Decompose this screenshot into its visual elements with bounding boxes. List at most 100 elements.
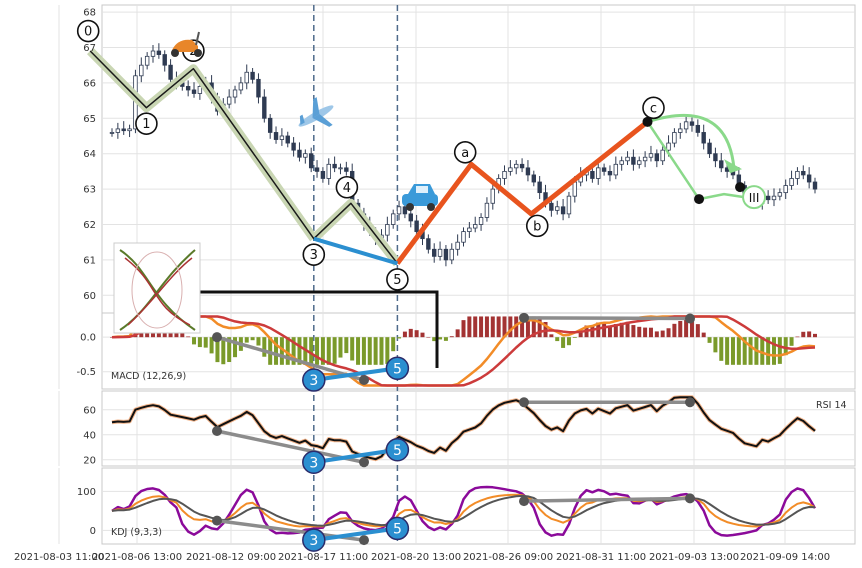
candle-body bbox=[414, 220, 419, 232]
macd-label: MACD (12,26,9) bbox=[111, 371, 186, 382]
price-y-tick-label: 68 bbox=[83, 8, 96, 19]
forecast-arrow-head bbox=[724, 159, 743, 174]
macd-histogram-bar bbox=[414, 330, 419, 338]
macd-histogram-bar bbox=[192, 337, 197, 345]
price-y-tick-label: 64 bbox=[83, 149, 96, 160]
macd-histogram-bar bbox=[689, 319, 694, 338]
candle-body bbox=[150, 50, 156, 57]
forecast-dot bbox=[735, 182, 746, 193]
scooter-wheel bbox=[194, 49, 202, 57]
macd-histogram-bar bbox=[607, 325, 612, 338]
macd-histogram-bar bbox=[315, 337, 320, 365]
candle-body bbox=[162, 54, 167, 66]
macd-histogram-bar bbox=[402, 331, 407, 338]
candle-body bbox=[660, 149, 665, 162]
forecast-arc bbox=[647, 113, 736, 170]
candle-body bbox=[801, 170, 806, 176]
candle-body bbox=[672, 132, 677, 144]
logo-connector-line bbox=[200, 290, 439, 368]
candle-body bbox=[443, 248, 449, 261]
candle-body bbox=[303, 153, 308, 158]
macd-histogram-bar bbox=[391, 337, 396, 352]
rsi-line bbox=[111, 396, 816, 461]
candle-body bbox=[789, 178, 794, 186]
candle-body bbox=[396, 206, 402, 215]
candle-body bbox=[461, 231, 466, 243]
macd-histogram-bar bbox=[654, 331, 659, 338]
candle-body bbox=[654, 153, 660, 162]
macd-histogram-bar bbox=[707, 337, 712, 343]
candle-body bbox=[279, 135, 285, 140]
price-panel bbox=[101, 4, 856, 314]
macd-histogram-bar bbox=[356, 337, 361, 365]
macd-histogram-bar bbox=[479, 316, 484, 338]
candle-body bbox=[502, 170, 507, 179]
airplane-icon bbox=[298, 97, 334, 127]
macd-divergence-line bbox=[523, 316, 691, 321]
kdj-divergence-dot bbox=[359, 535, 369, 546]
candle-body bbox=[121, 128, 126, 132]
macd-histogram-bar bbox=[643, 327, 648, 338]
candle-body bbox=[771, 195, 777, 201]
macd-histogram-bar bbox=[490, 316, 495, 338]
macd-histogram-bar bbox=[408, 328, 413, 338]
rsi-divergence-dot bbox=[359, 457, 369, 468]
macd-histogram-bar bbox=[701, 332, 706, 338]
car-icon bbox=[402, 184, 438, 211]
macd-histogram-bar bbox=[637, 326, 642, 338]
macd-histogram-bar bbox=[672, 323, 677, 338]
car-wheel bbox=[406, 203, 414, 211]
macd-histogram-bar bbox=[461, 320, 466, 338]
rsi-y-tick-label: 20 bbox=[83, 455, 96, 466]
candle-body bbox=[713, 153, 718, 162]
kdj-divergence-dot bbox=[212, 515, 222, 526]
candle-body bbox=[719, 160, 724, 169]
x-tick-label: 2021-09-09 14:00 bbox=[740, 552, 830, 563]
macd-divergence-dot bbox=[359, 375, 369, 386]
forecast-dot bbox=[694, 194, 705, 205]
candle-body bbox=[332, 163, 337, 169]
candle-body bbox=[109, 132, 115, 134]
macd-histogram-bar bbox=[467, 316, 472, 338]
candle-body bbox=[566, 195, 572, 215]
candle-body bbox=[185, 86, 191, 91]
macd-histogram-bar bbox=[350, 337, 355, 361]
candle-body bbox=[689, 121, 695, 126]
macd-wave-marker-label: 3 bbox=[309, 373, 318, 389]
macd-histogram-bar bbox=[590, 325, 595, 338]
logo-wing-inner bbox=[124, 257, 193, 326]
candle-body bbox=[139, 64, 144, 77]
rsi-wave-marker-label: 3 bbox=[309, 455, 318, 471]
macd-histogram-bar bbox=[215, 337, 220, 363]
macd-divergence-dot bbox=[212, 332, 222, 343]
wave-annotations: 012345abcIII353535 bbox=[76, 19, 767, 552]
rsi-wave-marker-label: 5 bbox=[393, 443, 402, 459]
x-tick-label: 2021-08-26 09:00 bbox=[463, 552, 553, 563]
macd-histogram-bar bbox=[197, 337, 202, 348]
wave-label-0: 0 bbox=[84, 25, 92, 40]
rsi-divergence-dot bbox=[519, 397, 529, 408]
macd-histogram-bar bbox=[777, 337, 782, 364]
macd-histogram-bar bbox=[496, 316, 501, 338]
airplane-wing bbox=[312, 97, 320, 118]
macd-histogram-bar bbox=[473, 316, 478, 338]
car-window bbox=[416, 186, 428, 193]
candle-body bbox=[484, 202, 490, 218]
candle-body bbox=[560, 206, 566, 215]
macd-histogram-bar bbox=[484, 316, 489, 338]
candle-body bbox=[648, 153, 654, 158]
candle-body bbox=[232, 89, 238, 98]
abc-label-a: a bbox=[461, 146, 469, 161]
macd-histogram-bar bbox=[783, 337, 788, 356]
macd-histogram-bar bbox=[766, 337, 771, 365]
macd-histogram-bar bbox=[719, 337, 724, 361]
candle-body bbox=[238, 82, 244, 91]
candle-body bbox=[707, 142, 712, 155]
wave-label-4: 4 bbox=[343, 181, 351, 196]
macd-histogram-bar bbox=[684, 318, 689, 338]
candle-body bbox=[326, 163, 331, 179]
macd-histogram-bar bbox=[531, 316, 536, 338]
candle-body bbox=[642, 156, 648, 162]
airplane-wing bbox=[312, 114, 333, 127]
